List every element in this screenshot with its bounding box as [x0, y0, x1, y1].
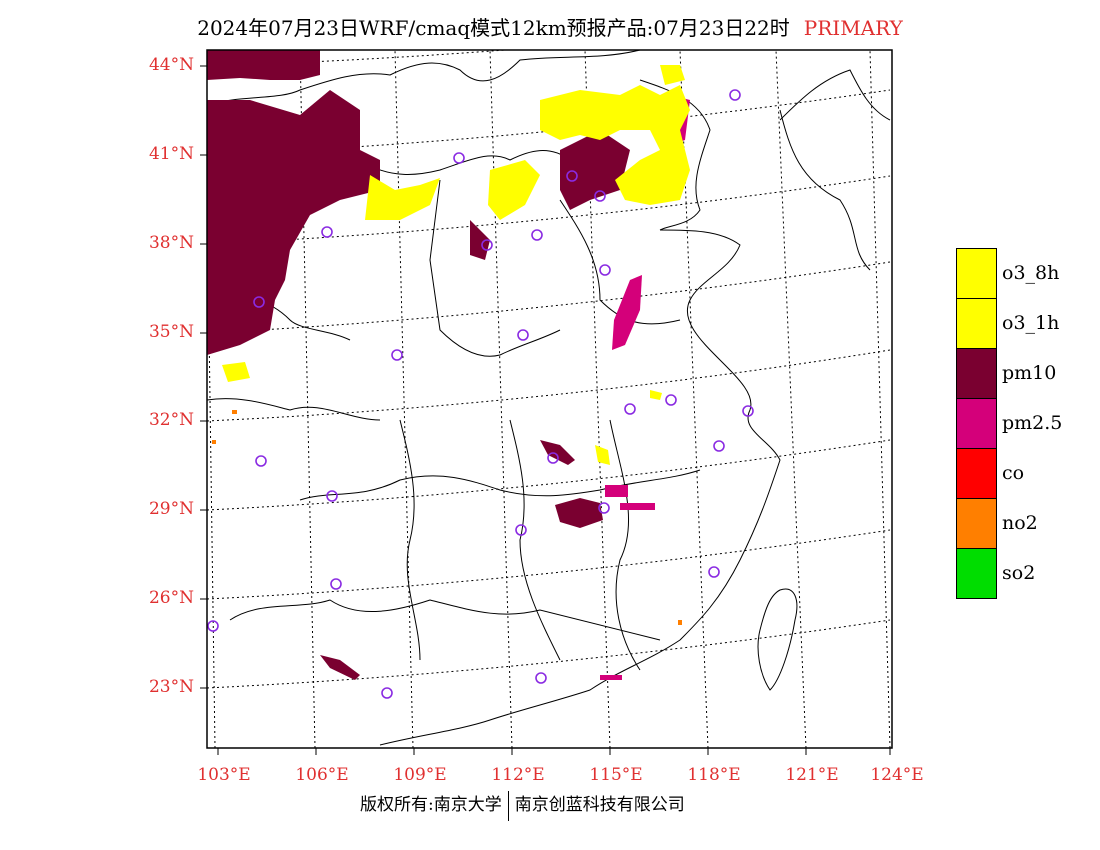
- lat-label-26n: 26°N: [148, 588, 194, 608]
- lon-label-124e: 124°E: [870, 765, 924, 785]
- pm10-regions: [207, 50, 630, 680]
- legend-swatch-pm10: [956, 348, 997, 399]
- lat-label-23n: 23°N: [148, 677, 194, 697]
- map-title-text: 2024年07月23日WRF/cmaq模式12km预报产品:07月23日22时: [197, 16, 790, 40]
- legend-label-o3-8h: o3_8h: [1002, 262, 1060, 284]
- legend-swatch-o3-8h: [956, 248, 997, 299]
- map-frame: [206, 49, 893, 749]
- no2-spots: [212, 410, 682, 625]
- legend-label-o3-1h: o3_1h: [1002, 312, 1060, 334]
- copyright-footer: 版权所有:南京大学 南京创蓝科技有限公司: [360, 790, 685, 821]
- legend-swatch-no2: [956, 498, 997, 549]
- station-markers: [207, 89, 754, 699]
- legend-label-so2: so2: [1002, 562, 1036, 584]
- lon-label-103e: 103°E: [197, 765, 251, 785]
- lat-label-35n: 35°N: [148, 322, 194, 342]
- legend-label-pm10: pm10: [1002, 362, 1057, 384]
- copyright-left: 版权所有:南京大学: [360, 795, 502, 815]
- lat-label-32n: 32°N: [148, 410, 194, 430]
- legend-label-co: co: [1002, 462, 1025, 484]
- lat-label-38n: 38°N: [148, 233, 194, 253]
- legend-swatch-so2: [956, 548, 997, 599]
- primary-tag: PRIMARY: [803, 16, 903, 40]
- lon-label-112e: 112°E: [491, 765, 545, 785]
- footer-divider: [507, 790, 509, 821]
- lon-label-118e: 118°E: [687, 765, 741, 785]
- legend-label-no2: no2: [1002, 512, 1038, 534]
- legend-label-pm25: pm2.5: [1002, 412, 1063, 434]
- lon-label-106e: 106°E: [295, 765, 349, 785]
- lon-label-121e: 121°E: [785, 765, 839, 785]
- tick-marks: [200, 65, 891, 755]
- lat-label-29n: 29°N: [148, 499, 194, 519]
- o3-regions: [222, 65, 690, 465]
- legend-swatch-o3-1h: [956, 298, 997, 349]
- map-content: [207, 50, 891, 748]
- legend-swatch-pm25: [956, 398, 997, 449]
- lat-label-41n: 41°N: [148, 144, 194, 164]
- copyright-right: 南京创蓝科技有限公司: [514, 795, 685, 815]
- lon-label-115e: 115°E: [589, 765, 643, 785]
- boundaries: [207, 50, 891, 746]
- lon-label-109e: 109°E: [393, 765, 447, 785]
- legend-swatch-co: [956, 448, 997, 499]
- lat-label-44n: 44°N: [148, 55, 194, 75]
- map-title: 2024年07月23日WRF/cmaq模式12km预报产品:07月23日22时 P…: [0, 12, 1100, 41]
